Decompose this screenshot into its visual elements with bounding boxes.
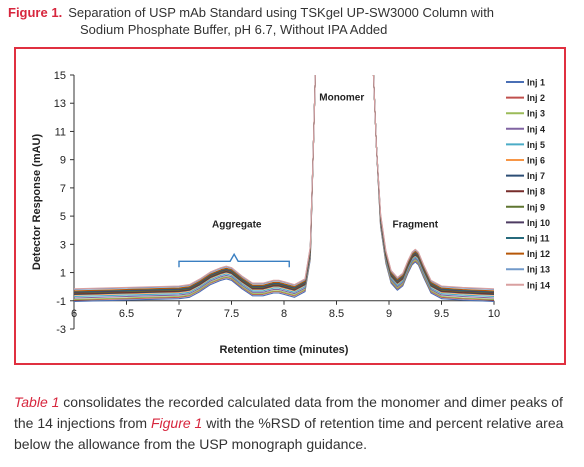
figure-caption: Figure 1. Separation of USP mAb Standard … [8,4,578,38]
series-line-13 [74,75,494,291]
y-tick-label: -3 [56,324,66,336]
figure-title-line2: Sodium Phosphate Buffer, pH 6.7, Without… [80,22,388,37]
legend-label: Inj 5 [527,140,545,150]
x-tick-label: 6 [71,308,77,320]
legend-label: Inj 12 [527,249,550,259]
table-reference-link[interactable]: Table 1 [14,394,60,410]
y-tick-label: 15 [54,70,66,82]
body-text-part1: consolidates the recorded calculated dat… [14,394,563,431]
y-tick-label: 11 [55,126,66,138]
x-tick-label: 9.5 [434,308,449,320]
x-axis-label: Retention time (minutes) [220,344,349,356]
y-tick-label: 9 [60,155,66,167]
y-tick-label: 7 [60,183,66,195]
legend-label: Inj 3 [527,109,545,119]
series-line-8 [74,75,494,295]
series-line-12 [74,75,494,292]
x-tick-label: 10 [488,308,500,320]
series-line-5 [74,75,494,298]
legend-label: Inj 6 [527,156,545,166]
body-paragraph: Table 1 consolidates the recorded calcul… [14,392,574,455]
figure-label: Figure 1. [8,5,63,20]
annotation-aggregate: Aggregate [212,219,262,230]
x-tick-label: 9 [386,308,392,320]
chart-frame: -3 -1 1 3 5 7 9 11 13 15 6 6.5 7 7.5 8 8.5 9 9.5 10 Retenti… [14,47,566,365]
series-line-10 [74,75,494,293]
legend-label: Inj 8 [527,187,545,197]
series-line-4 [74,75,494,299]
legend-label: Inj 1 [527,78,545,88]
annotation-fragment: Fragment [392,219,438,230]
legend-label: Inj 4 [527,124,545,134]
legend-label: Inj 14 [527,280,550,290]
x-tick-label: 8 [281,308,287,320]
series-line-11 [74,75,494,293]
legend-label: Inj 10 [527,218,550,228]
x-tick-label: 8.5 [329,308,344,320]
legend-label: Inj 13 [527,265,550,275]
y-tick-label: -1 [56,296,66,308]
x-tick-label: 7.5 [224,308,239,320]
y-tick-label: 1 [60,268,66,280]
y-tick-label: 13 [54,98,66,110]
series-line-14 [74,75,494,290]
figure-title-line1: Separation of USP mAb Standard using TSK… [68,5,495,20]
y-tick-label: 3 [60,239,66,251]
annotation-monomer: Monomer [319,92,364,103]
y-axis-label: Detector Response (mAU) [31,134,43,271]
series-line-2 [74,75,494,301]
series-line-9 [74,75,494,294]
x-tick-label: 7 [176,308,182,320]
legend-label: Inj 2 [527,93,545,103]
x-tick-label: 6.5 [119,308,134,320]
legend-label: Inj 7 [527,171,545,181]
legend-label: Inj 11 [527,234,550,244]
series-line-7 [74,75,494,295]
y-tick-label: 5 [60,211,66,223]
aggregate-bracket [178,252,290,268]
series-line-1 [74,75,494,303]
body-text-part2: with the %RSD of retention time and perc… [14,415,564,452]
series-line-3 [74,75,494,300]
figure-reference-link[interactable]: Figure 1 [150,415,203,431]
legend-label: Inj 9 [527,202,545,212]
